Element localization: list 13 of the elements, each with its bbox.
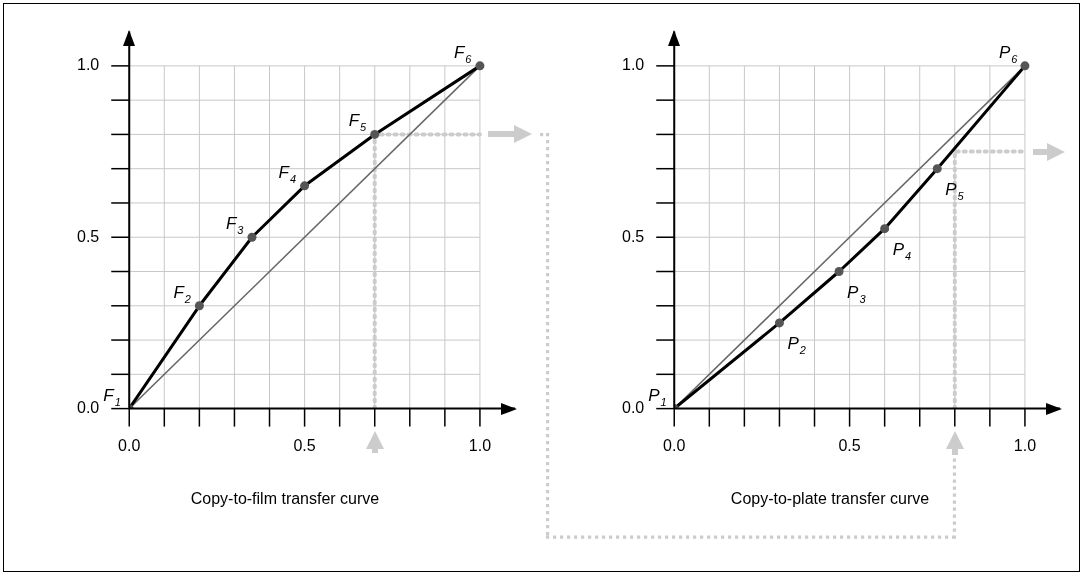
text: Copy-to-film transfer curve	[190, 489, 380, 507]
x-tick-label: 0.5	[293, 436, 316, 454]
text: Copy-to-plate transfer curve	[730, 489, 930, 507]
y-tick-label: 0.5	[621, 227, 645, 245]
y-tick-label: 0.5	[76, 227, 100, 245]
y-tick-label: 0.0	[621, 399, 645, 417]
x-tick-label: 0.5	[838, 436, 861, 454]
x-tick-label: 0.0	[663, 436, 686, 454]
y-tick-label: 0.0	[76, 399, 100, 417]
y-tick-label: 1.0	[621, 56, 645, 74]
y-tick-label: 1.0	[76, 56, 100, 74]
x-tick-label: 1.0	[1013, 436, 1037, 454]
x-tick-label: 1.0	[468, 436, 492, 454]
